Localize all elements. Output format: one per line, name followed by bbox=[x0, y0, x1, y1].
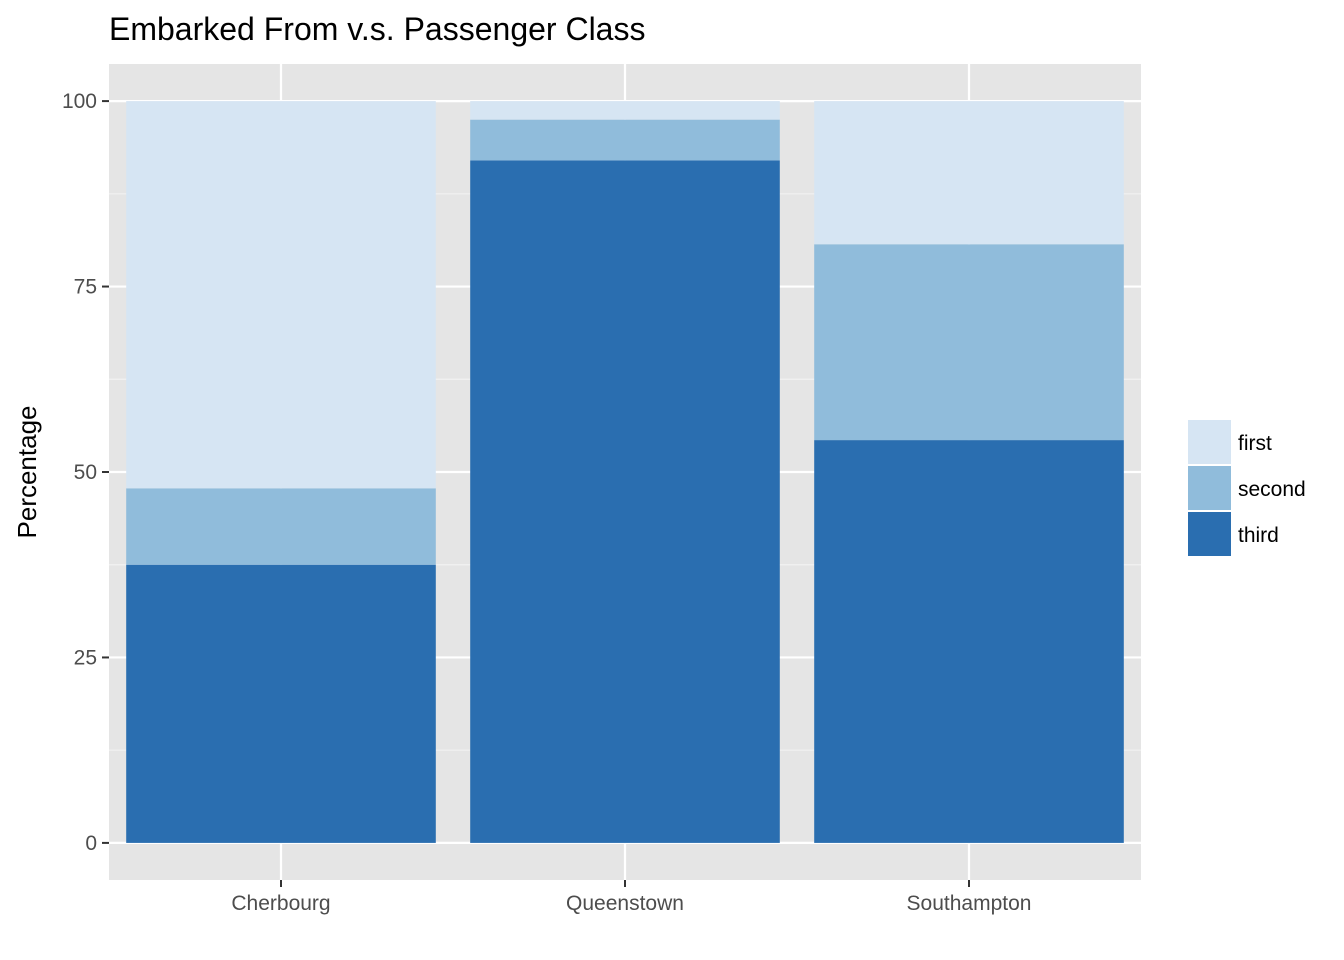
legend-key-second bbox=[1188, 466, 1231, 510]
bar-segment-third bbox=[126, 564, 436, 843]
legend-key-third bbox=[1188, 512, 1231, 556]
bar-segment-third bbox=[470, 160, 780, 843]
y-tick-label: 25 bbox=[74, 646, 97, 669]
legend: first second third bbox=[1188, 420, 1306, 556]
bar-segment-second bbox=[126, 488, 436, 565]
bar-segment-second bbox=[814, 244, 1124, 441]
bar-segment-first bbox=[814, 101, 1124, 245]
x-tick-label: Southampton bbox=[907, 892, 1032, 915]
bar-segment-first bbox=[470, 101, 780, 120]
x-axis: Cherbourg Queenstown Southampton bbox=[231, 880, 1031, 915]
bar-segment-second bbox=[470, 119, 780, 161]
y-axis-title: Percentage bbox=[12, 406, 42, 539]
legend-label-second: second bbox=[1238, 478, 1306, 501]
bar-segment-third bbox=[814, 440, 1124, 843]
y-tick-label: 75 bbox=[74, 276, 97, 299]
x-tick-label: Queenstown bbox=[566, 892, 684, 915]
legend-label-first: first bbox=[1238, 432, 1272, 455]
legend-label-third: third bbox=[1238, 524, 1279, 547]
bar-segments bbox=[126, 101, 1124, 843]
y-tick-label: 50 bbox=[74, 461, 97, 484]
chart-title: Embarked From v.s. Passenger Class bbox=[109, 11, 645, 47]
y-tick-label: 0 bbox=[85, 832, 97, 855]
x-tick-label: Cherbourg bbox=[231, 892, 330, 915]
y-axis: 0 25 50 75 100 bbox=[62, 90, 109, 855]
y-tick-label: 100 bbox=[62, 90, 97, 113]
legend-key-first bbox=[1188, 420, 1231, 464]
bar-segment-first bbox=[126, 101, 436, 489]
